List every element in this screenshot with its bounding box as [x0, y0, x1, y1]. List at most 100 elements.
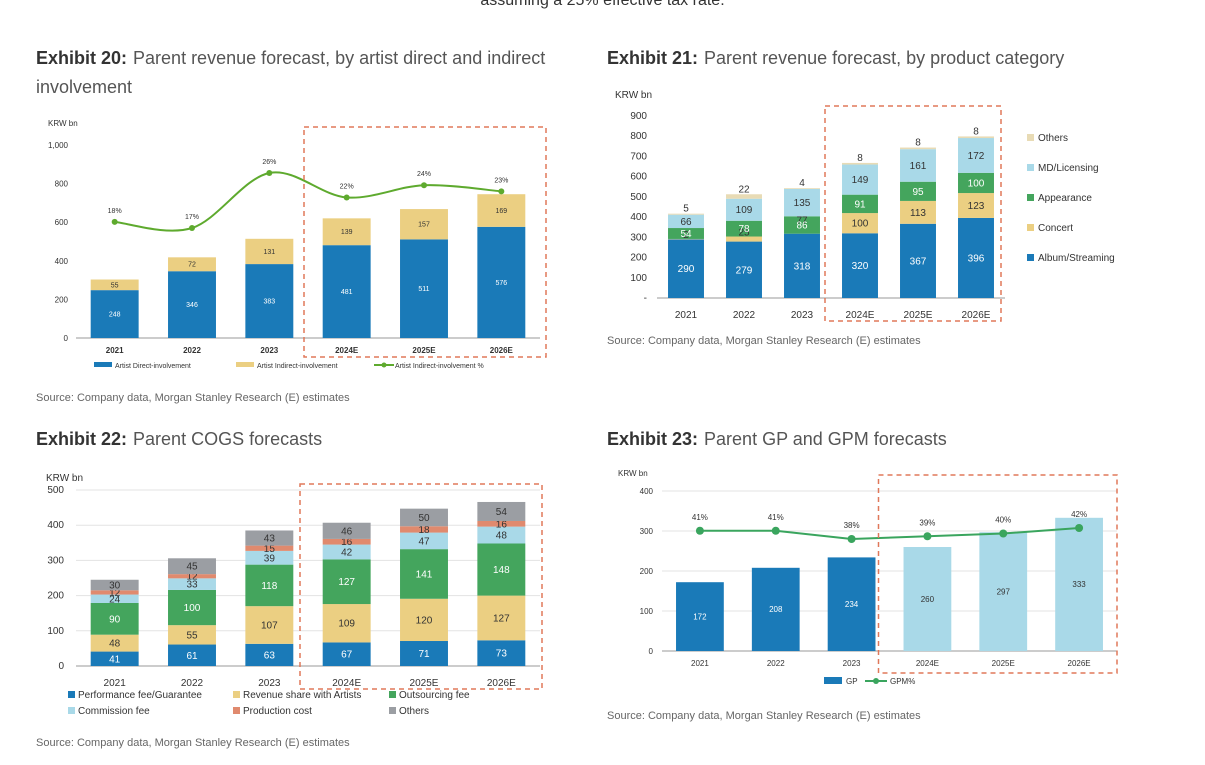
data-label: 5 — [683, 204, 689, 215]
bar-segment — [168, 574, 216, 579]
data-label: 118 — [261, 581, 277, 592]
bar-segment — [900, 181, 936, 201]
bar-segment — [477, 543, 526, 596]
bar-segment — [726, 198, 762, 221]
bar-segment — [668, 213, 704, 215]
line-data-label: 23% — [494, 177, 508, 184]
data-label: 50 — [418, 513, 430, 524]
x-tick-label: 2023 — [791, 310, 814, 321]
data-label: 234 — [845, 600, 859, 609]
y-tick-label: 600 — [630, 172, 647, 183]
legend-swatch — [68, 707, 75, 714]
x-tick-label: 2024E — [335, 346, 359, 355]
exhibit-title-text: Parent COGS forecasts — [133, 429, 323, 449]
data-label: 91 — [854, 199, 866, 210]
line-point — [1075, 524, 1084, 532]
y-tick-label: - — [644, 293, 647, 304]
data-label: 86 — [796, 220, 808, 231]
bar-segment — [668, 239, 704, 298]
data-label: 320 — [852, 261, 869, 272]
exhibit-22-title: Exhibit 22: Parent COGS forecasts — [36, 425, 576, 454]
bar-segment — [400, 239, 448, 338]
bar-segment — [842, 194, 878, 214]
legend-label: GPM% — [890, 677, 915, 686]
data-label: 42 — [341, 547, 353, 558]
data-label: 172 — [968, 151, 985, 162]
y-tick-label: 300 — [640, 527, 654, 536]
bar-segment — [90, 290, 139, 338]
bar-segment — [784, 233, 820, 298]
forecast-box — [824, 105, 1002, 322]
data-label: 48 — [109, 639, 121, 650]
x-tick-label: 2024E — [846, 310, 875, 321]
bar-segment — [400, 532, 448, 550]
bar-segment — [477, 226, 526, 338]
bar-segment — [900, 223, 936, 298]
bar-segment — [726, 236, 762, 242]
legend-label: Revenue share with Artists — [243, 690, 361, 701]
x-tick-label: 2024E — [916, 659, 939, 668]
bar-segment — [245, 550, 294, 565]
y-tick-label: 0 — [64, 334, 69, 343]
line-point — [847, 535, 856, 543]
legend-swatch — [1027, 254, 1034, 261]
x-tick-label: 2021 — [675, 310, 698, 321]
data-label: 8 — [915, 138, 921, 149]
data-label: 109 — [338, 619, 355, 630]
bar-segment — [903, 547, 952, 651]
bar-segment — [322, 522, 371, 539]
bar-segment — [900, 200, 936, 224]
data-label: 120 — [416, 615, 433, 626]
bar-segment — [90, 590, 139, 595]
bar-segment — [90, 602, 139, 635]
exhibit-number: Exhibit 20: — [36, 48, 128, 68]
bar-segment — [322, 642, 371, 666]
legend-label: Artist Indirect-involvement — [257, 363, 338, 370]
data-label: 55 — [186, 630, 198, 641]
legend-label: MD/Licensing — [1038, 163, 1099, 174]
line-data-label: 18% — [108, 208, 122, 215]
bar-segment — [90, 579, 139, 591]
x-tick-label: 2023 — [843, 659, 861, 668]
data-label: 279 — [736, 265, 753, 276]
bar-segment — [168, 558, 216, 575]
data-label: 30 — [109, 581, 121, 592]
data-label: 55 — [111, 282, 119, 289]
data-label: 576 — [495, 280, 507, 287]
data-label: 8 — [857, 153, 863, 164]
exhibit-23-chart: KRW bn 0 100 200 300 400 2021 2022 2023 2024E 2025… — [618, 469, 1118, 686]
bar-segment — [168, 257, 216, 272]
x-tick-label: 2025E — [904, 310, 933, 321]
data-label: 47 — [418, 536, 430, 547]
bar-segment — [322, 559, 371, 605]
bar-segment — [958, 193, 994, 218]
legend-swatch — [233, 707, 240, 714]
bar-segment — [726, 241, 762, 298]
data-label: 43 — [264, 534, 276, 545]
line-point — [421, 182, 427, 189]
data-label: 396 — [968, 253, 985, 264]
forecast-box — [303, 126, 547, 358]
bar-segment — [751, 567, 800, 651]
bar-segment — [900, 147, 936, 150]
line-data-label: 39% — [919, 518, 935, 527]
x-tick-label: 2022 — [183, 346, 201, 355]
legend-swatch — [1027, 224, 1034, 231]
y-tick-label: 700 — [630, 151, 647, 162]
data-label: 67 — [341, 650, 353, 661]
data-label: 95 — [912, 187, 924, 198]
bar-segment — [245, 264, 294, 338]
data-label: 318 — [794, 261, 811, 272]
data-label: 131 — [263, 249, 275, 256]
x-tick-label: 2025E — [412, 346, 436, 355]
data-label: 169 — [495, 208, 507, 215]
legend-swatch — [389, 691, 396, 698]
line-data-label: 24% — [417, 171, 431, 178]
bar-segment — [1055, 517, 1103, 651]
y-axis-title: KRW bn — [618, 469, 648, 478]
data-label: 72 — [188, 262, 196, 269]
data-label: 157 — [418, 222, 430, 229]
exhibit-22-chart: KRW bn 0 100 200 300 400 500 2021 2022 2023 2024E 2… — [46, 473, 543, 717]
data-label: 18 — [418, 525, 430, 536]
bar-segment — [668, 214, 704, 229]
